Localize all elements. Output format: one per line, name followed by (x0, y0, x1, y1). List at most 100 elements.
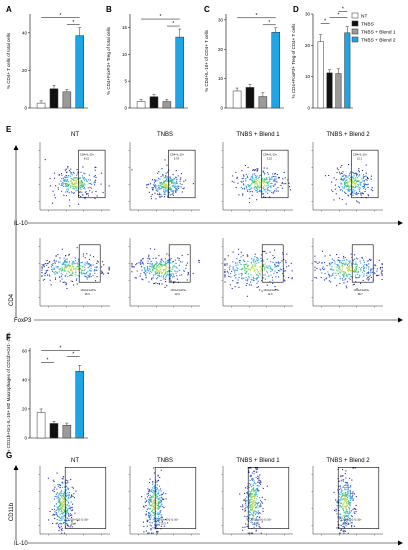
flow-g-plot-event-dot (260, 503, 262, 505)
flow-g-plot-event-dot (248, 503, 250, 505)
flow-g-plot-event-dot (341, 495, 343, 498)
flow-e-bottom-plot-event-dot (352, 263, 354, 265)
flow-e-bottom-plot-event-dot (356, 271, 358, 273)
flow-e-top-plot-event-dot (64, 182, 66, 184)
flow-g-plot-event-dot (151, 509, 153, 512)
flow-e-bottom-plot-event-dot (43, 263, 45, 266)
flow-g-plot-event-dot (340, 503, 342, 505)
flow-g-plot-event-dot (244, 526, 246, 528)
flow-e-bottom-plot-event-dot (156, 265, 158, 267)
flow-g-plot-event-dot (337, 489, 339, 491)
flow-g-plot-event-dot (63, 511, 65, 513)
flow-e-top-plot-event-dot (87, 179, 90, 181)
flow-e-top-plot-event-dot (80, 195, 82, 198)
flow-e-top-plot-event-dot (353, 173, 356, 175)
flow-g-plot-event-dot (149, 499, 151, 502)
flow-g-plot-event-dot (152, 514, 154, 517)
flow-e-top-plot-event-dot (357, 177, 359, 179)
flow-e-top-plot-event-dot (352, 186, 354, 188)
flow-e-top-plot-event-dot (68, 192, 70, 194)
flow-e-top-plot-event-dot (63, 180, 65, 182)
flow-e-bottom-plot-event-dot (266, 258, 268, 260)
flow-g-plot-event-dot (351, 524, 353, 527)
flow-e-top-plot-event-dot (70, 180, 72, 182)
flow-g-plot-event-dot (52, 489, 54, 492)
flow-e-bottom-plot-event-dot (74, 257, 76, 259)
flow-e-bottom-plot-event-dot (248, 268, 250, 270)
flow-e-bottom-plot-event-dot (153, 274, 155, 276)
flow-e-top-plot-event-dot (75, 190, 77, 192)
flow-e-top-plot-event-dot (62, 182, 64, 184)
flow-g-plot-event-dot (248, 510, 250, 512)
flow-g-plot-event-dot (255, 530, 257, 532)
flow-e-bottom-plot-event-dot (240, 251, 242, 253)
flow-e-bottom-plot-event-dot (321, 262, 323, 264)
flow-e-top-plot-event-dot (94, 166, 96, 168)
flow-e-top-plot-event-dot (68, 199, 71, 201)
flow-e-top-plot-event-dot (177, 185, 179, 187)
chart-b-y-label: % CD4+FoxP3+ Treg of total cells (106, 26, 111, 95)
flow-g-plot-event-dot (161, 493, 164, 495)
flow-e-top-plot-event-dot (364, 191, 366, 193)
flow-e-top-plot-event-dot (236, 176, 238, 178)
flow-e-bottom-plot-event-dot (263, 250, 265, 253)
flow-e-top-plot-event-dot (78, 191, 80, 193)
flow-e-top-plot-event-dot (250, 190, 252, 193)
flow-e-top-plot-event-dot (249, 185, 251, 187)
flow-g-plot-event-dot (145, 510, 147, 513)
flow-g-plot-event-dot (258, 511, 260, 514)
flow-g-plot-event-dot (338, 501, 340, 503)
flow-g-plot-event-dot (254, 467, 257, 469)
flow-g-plot-event-dot (344, 484, 346, 486)
flow-g-plot-event-dot (159, 476, 161, 479)
flow-e-top-plot-event-dot (342, 179, 344, 181)
chart-c-bar (245, 87, 255, 109)
flow-e-bottom-plot-event-dot (323, 268, 326, 270)
flow-g-plot-event-dot (152, 512, 154, 514)
flow-g-plot-event-dot (60, 485, 62, 487)
flow-e-bottom-plot-event-dot (250, 279, 252, 281)
flow-e-top-plot-event-dot (65, 180, 67, 182)
flow-e-top-plot-event-dot (60, 180, 62, 182)
flow-g-plot-event-dot (64, 507, 67, 509)
flow-g-plot-event-dot (256, 489, 258, 491)
flow-g-plot-event-dot (343, 515, 345, 517)
flow-e-bottom-plot-event-dot (224, 264, 226, 266)
flow-g-plot-event-dot (149, 524, 151, 526)
flow-e-bottom-plot-event-dot (176, 278, 178, 280)
flow-g-plot-event-dot (155, 518, 157, 520)
flow-e-top-plot-event-dot (88, 182, 90, 185)
chart-c-bar (271, 31, 280, 109)
flow-e-bottom-plot-event-dot (335, 266, 337, 268)
flow-e-top-plot-event-dot (169, 188, 171, 190)
flow-e-bottom-plot-event-dot (363, 270, 365, 272)
flow-e-bottom-plot-event-dot (158, 270, 160, 272)
flow-e-bottom-plot-event-dot (170, 258, 172, 260)
flow-g-plot-event-dot (349, 499, 351, 501)
flow-e-bottom-plot-event-dot (149, 272, 151, 274)
flow-e-top-plot-event-dot (75, 182, 77, 184)
flow-g-plot-event-dot (153, 511, 155, 514)
flow-g-plot-event-dot (252, 478, 254, 480)
flow-e-top-plot-event-dot (276, 174, 278, 176)
flow-g-plot-event-dot (249, 485, 251, 487)
flow-g-plot-event-dot (71, 520, 73, 522)
flow-e-bottom-plot-event-dot (159, 263, 162, 265)
flow-e-top-plot-event-dot (162, 186, 164, 188)
chart-b-tick-label: 5 (124, 79, 127, 84)
flow-e-bottom-plot-event-dot (237, 264, 239, 266)
flow-g-plot-event-dot (252, 503, 254, 505)
flow-e-bottom-plot-event-dot (323, 262, 326, 264)
flow-g-plot-event-dot (71, 526, 73, 528)
flow-e-bottom-plot-event-dot (320, 269, 322, 271)
flow-g-plot-event-dot (249, 493, 251, 495)
flow-e-top-plot-event-dot (262, 187, 264, 190)
flow-g-plot-event-dot (345, 498, 347, 500)
flow-e-bottom-plot-event-dot (147, 270, 149, 272)
flow-e-bottom-plot-event-dot (328, 274, 330, 276)
flow-g-plot-event-dot (71, 503, 74, 505)
flow-g-plot-event-dot (159, 518, 161, 520)
flow-e-top-plot-event-dot (348, 181, 350, 183)
flow-g-plot-event-dot (60, 516, 63, 518)
flow-e-top-plot-gate-name: CD4+IL-10+ (263, 153, 278, 157)
